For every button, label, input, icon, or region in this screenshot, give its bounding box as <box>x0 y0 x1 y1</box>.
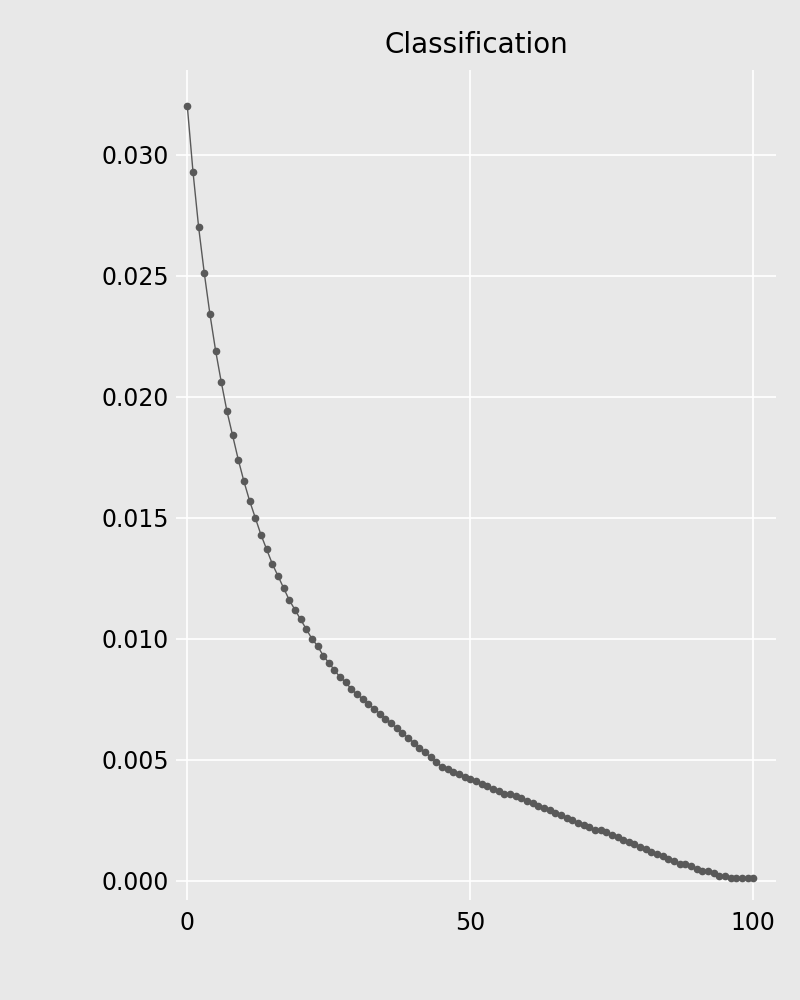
Title: Classification: Classification <box>384 31 568 59</box>
